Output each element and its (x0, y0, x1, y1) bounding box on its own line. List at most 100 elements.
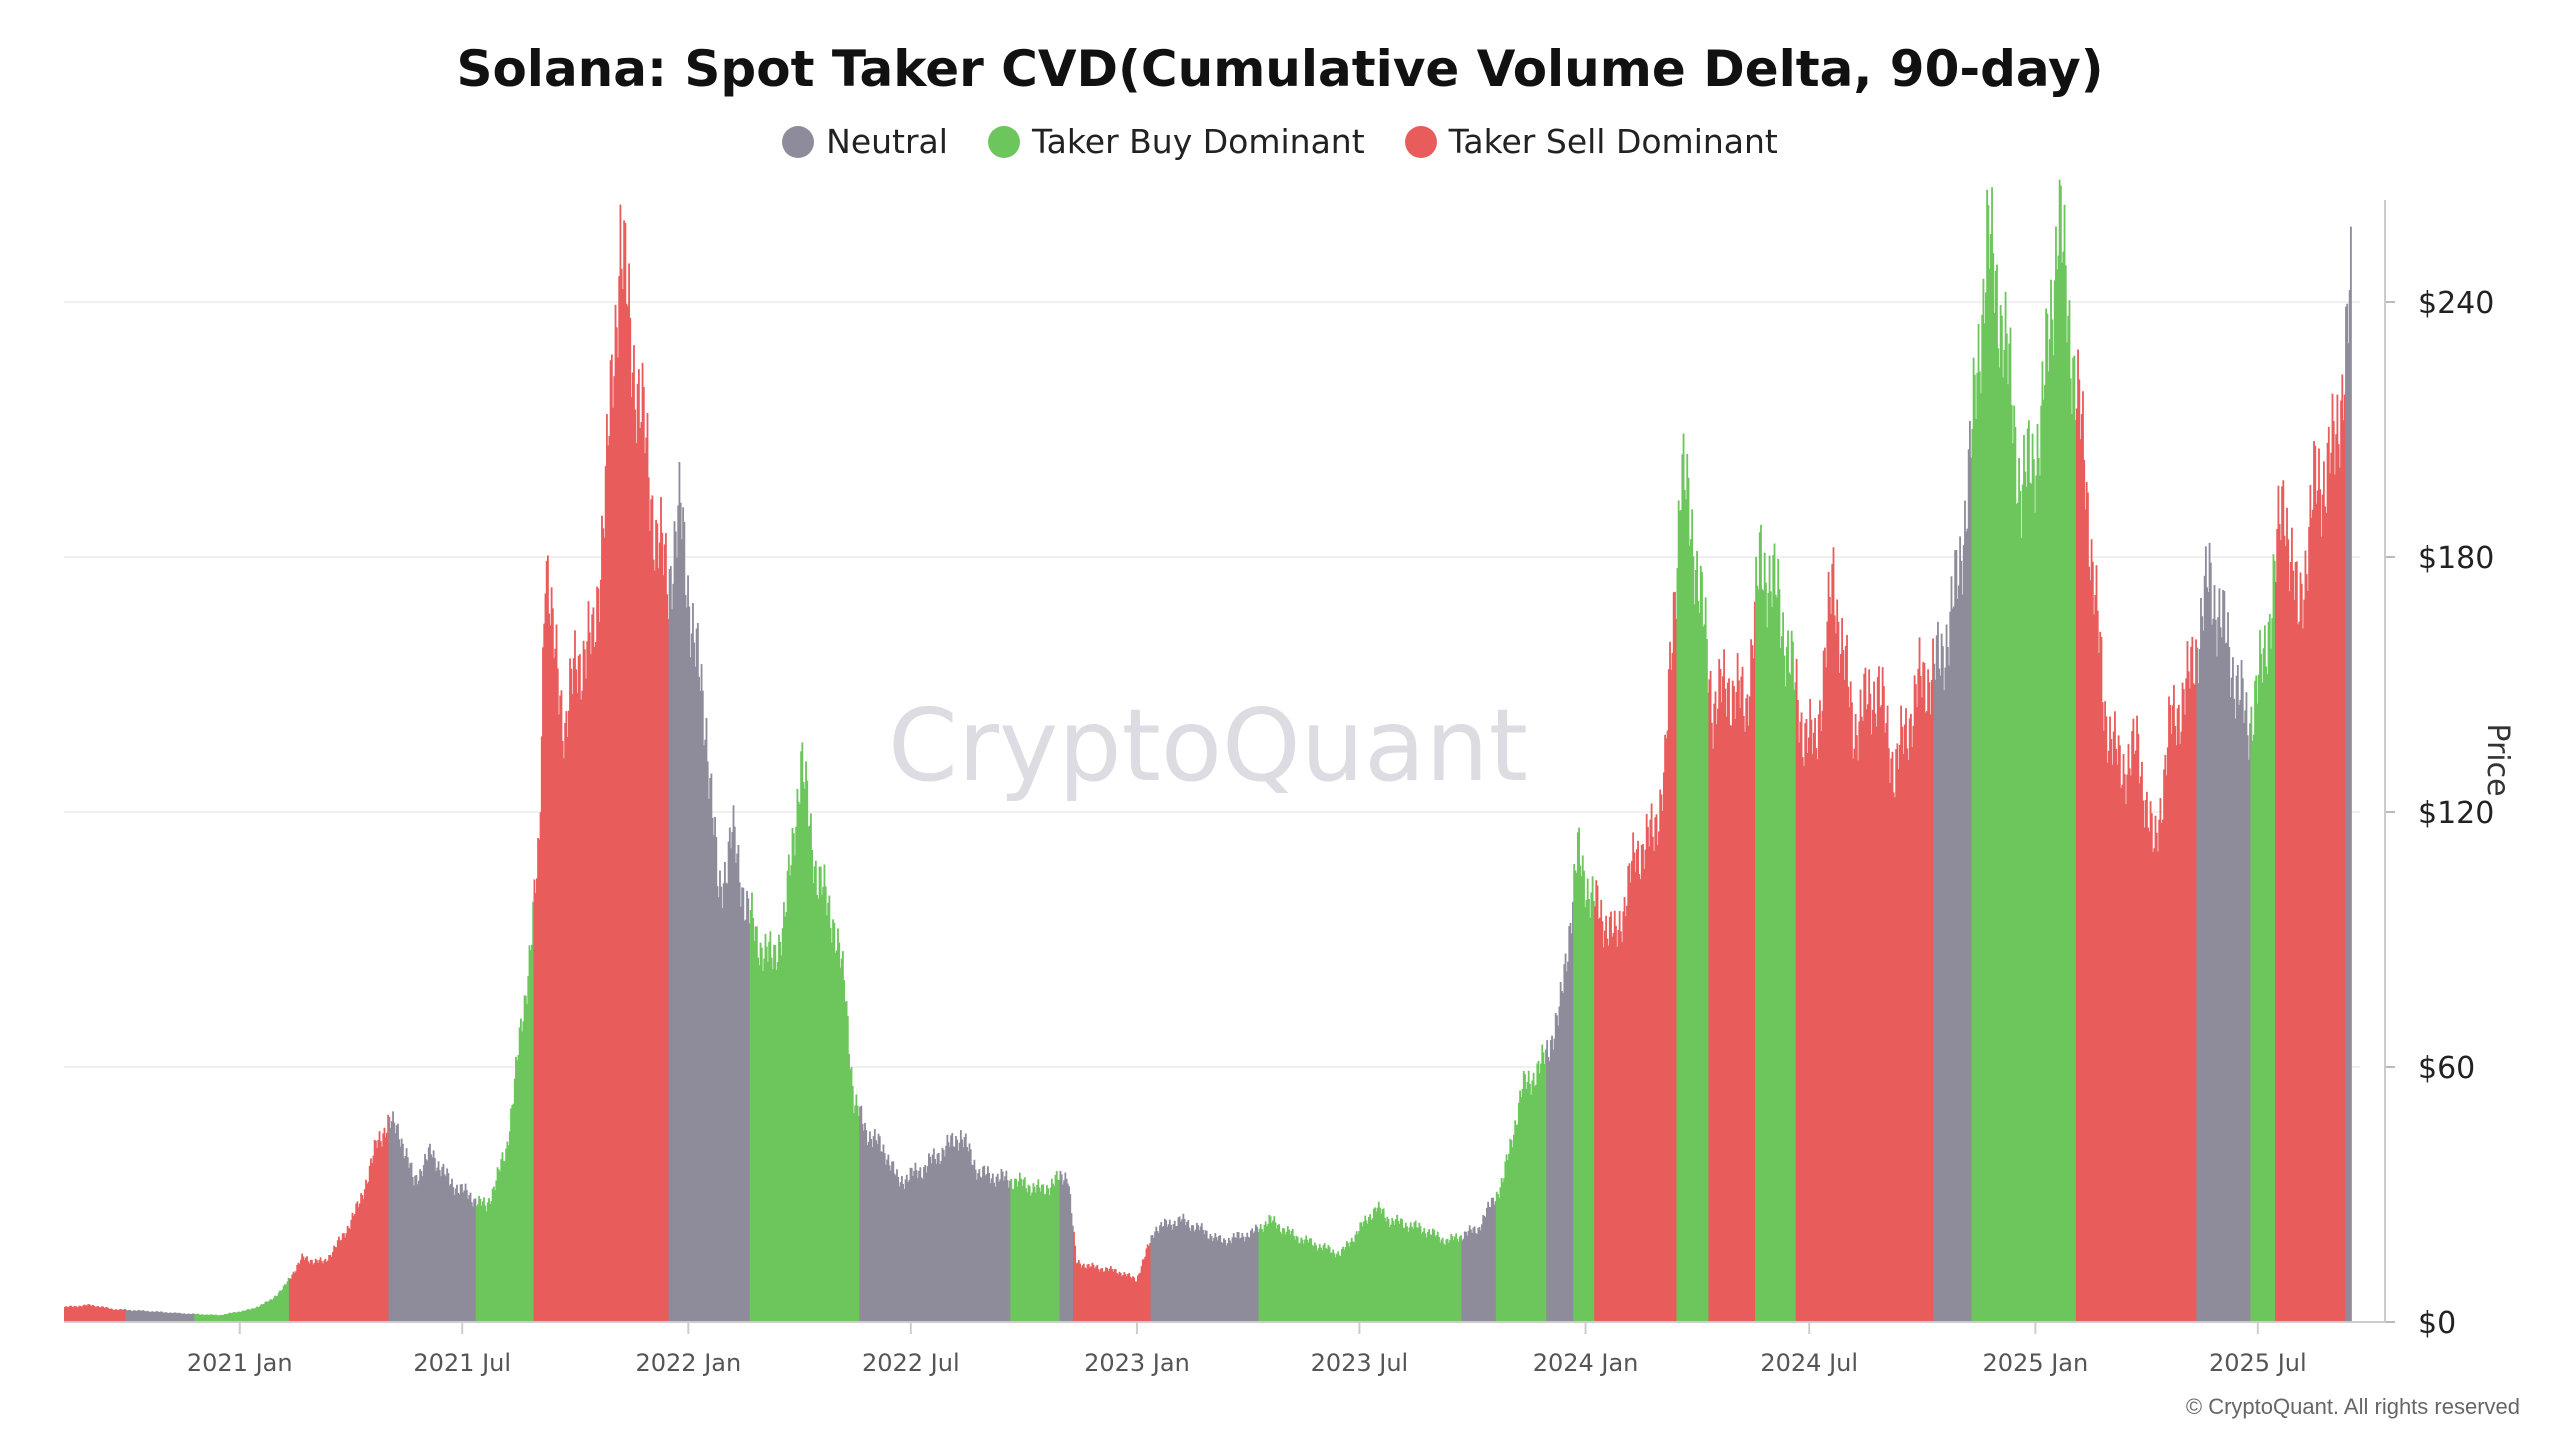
price-bar (1898, 744, 1901, 1322)
price-bar (1332, 1249, 1335, 1322)
price-bar (1884, 732, 1887, 1322)
price-bar (2137, 733, 2140, 1322)
price-bar (1039, 1191, 1042, 1322)
price-bar (1345, 1241, 1348, 1322)
price-bar (660, 497, 662, 1322)
price-bar (2325, 512, 2328, 1322)
price-bar (1881, 667, 1884, 1322)
price-bar (2316, 490, 2319, 1322)
price-bar (1584, 907, 1587, 1322)
price-bar (2343, 394, 2346, 1322)
price-bar (762, 971, 764, 1322)
price-bar (2286, 507, 2288, 1322)
price-bar (2309, 485, 2312, 1322)
price-bar (1313, 1242, 1316, 1322)
price-bar (1780, 636, 1783, 1322)
price-bar (1730, 725, 1733, 1322)
price-bar (416, 1184, 419, 1322)
price-bar (1123, 1272, 1126, 1322)
price-bar (432, 1150, 435, 1322)
price-bar (1882, 686, 1885, 1322)
price-bar (794, 855, 796, 1322)
price-bar (569, 658, 571, 1322)
price-bar (291, 1274, 294, 1322)
price-bar (958, 1142, 961, 1322)
price-bar (564, 722, 567, 1322)
price-bar (78, 1305, 81, 1322)
price-bar (1390, 1224, 1392, 1322)
price-bar (647, 477, 650, 1322)
legend-item-taker-buy[interactable]: Taker Buy Dominant (987, 122, 1365, 161)
price-bar (553, 658, 555, 1322)
price-bar (1219, 1235, 1222, 1322)
price-bar (1755, 556, 1757, 1322)
price-bar (773, 944, 775, 1322)
price-bar (1665, 738, 1668, 1322)
price-bar (977, 1173, 979, 1322)
price-bar (871, 1146, 874, 1322)
price-bar (469, 1192, 472, 1322)
price-bar (1461, 1240, 1464, 1322)
price-bar (896, 1169, 898, 1322)
price-bar (97, 1306, 100, 1322)
price-bar (1605, 915, 1608, 1322)
price-bar (2077, 349, 2079, 1322)
price-bar (476, 1204, 479, 1322)
price-bar (1506, 1160, 1509, 1322)
price-bar (521, 1031, 524, 1322)
price-bar (2327, 426, 2330, 1322)
price-bar (71, 1306, 74, 1322)
price-bar (1573, 863, 1576, 1322)
price-bar (2105, 716, 2108, 1322)
price-bar (527, 975, 530, 1322)
price-bar (1752, 658, 1755, 1322)
legend-item-neutral[interactable]: Neutral (782, 122, 948, 161)
price-bar (985, 1174, 988, 1322)
price-bar (785, 912, 788, 1322)
y-tick-label: $240 (2418, 286, 2494, 321)
price-bar (1478, 1226, 1481, 1322)
price-bar (2230, 677, 2233, 1322)
price-bar (1192, 1225, 1195, 1322)
price-bar (2251, 740, 2254, 1322)
price-bar (1737, 680, 1740, 1322)
price-bar (247, 1309, 249, 1322)
price-bar (1835, 633, 1837, 1322)
price-bar (1803, 766, 1805, 1322)
price-bar (253, 1308, 256, 1322)
price-bar (1075, 1263, 1078, 1322)
price-bar (953, 1147, 956, 1322)
price-bar (844, 1001, 847, 1322)
price-bar (1277, 1225, 1279, 1322)
price-bar (1746, 694, 1749, 1322)
price-bar (912, 1175, 914, 1322)
price-bar (2085, 481, 2088, 1323)
price-bar (701, 690, 704, 1322)
price-bar (1694, 569, 1697, 1322)
price-bar (2139, 776, 2142, 1322)
price-bar (109, 1308, 112, 1322)
price-bar (1452, 1240, 1455, 1322)
legend-item-taker-sell[interactable]: Taker Sell Dominant (1404, 122, 1778, 161)
price-bar (1428, 1229, 1431, 1322)
price-bar (532, 901, 535, 1322)
price-bar (2193, 684, 2196, 1322)
price-bar (100, 1306, 103, 1322)
price-bar (2241, 678, 2244, 1322)
price-bar (1661, 811, 1664, 1322)
price-bar (1744, 731, 1746, 1322)
price-bar (1296, 1236, 1299, 1322)
price-bar (565, 711, 568, 1322)
price-bar (409, 1163, 412, 1322)
price-bar (613, 376, 616, 1322)
price-bar (502, 1160, 505, 1322)
price-bar (338, 1236, 340, 1322)
price-bar (1060, 1174, 1063, 1322)
price-bar (2249, 723, 2252, 1322)
price-bar (2302, 628, 2304, 1322)
price-bar (1828, 597, 1831, 1322)
price-bar (2216, 656, 2218, 1322)
price-bar (64, 1307, 66, 1323)
price-bar (1467, 1230, 1470, 1322)
